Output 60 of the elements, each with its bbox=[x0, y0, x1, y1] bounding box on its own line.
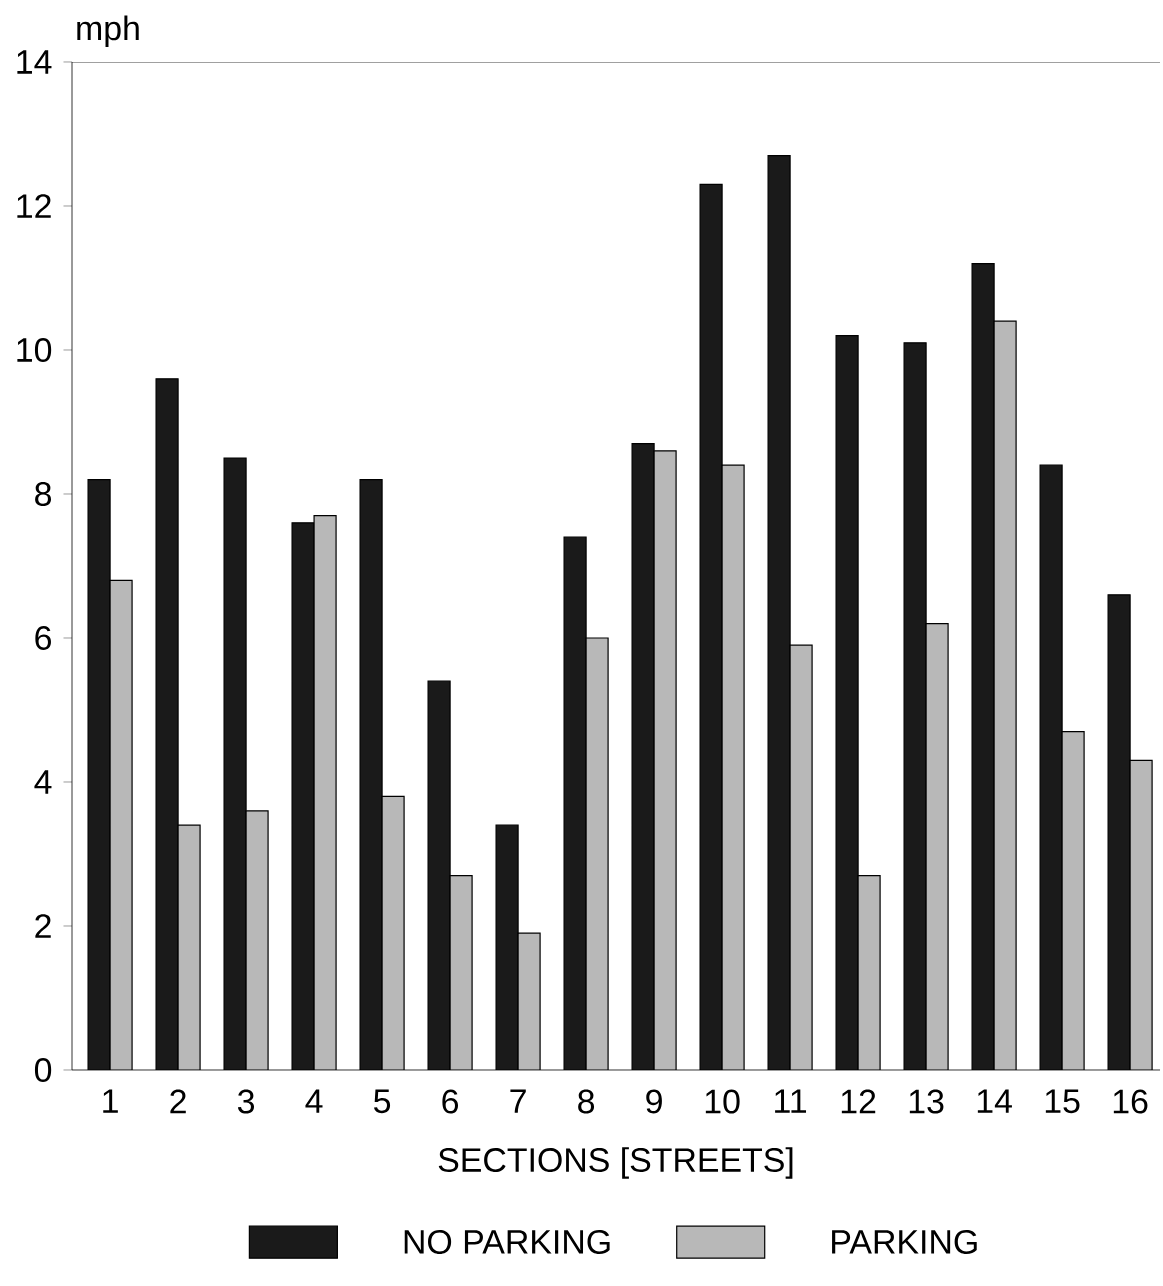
bar bbox=[904, 342, 927, 1070]
bar bbox=[564, 537, 587, 1070]
x-tick-label: 6 bbox=[442, 1089, 459, 1114]
y-tick-label: 0 bbox=[34, 1058, 52, 1082]
legend-label: PARKING bbox=[832, 1229, 977, 1254]
bar bbox=[1040, 465, 1063, 1070]
y-tick-label: 14 bbox=[17, 50, 52, 74]
x-tick-label: 2 bbox=[170, 1089, 186, 1114]
legend-label: NO PARKING bbox=[404, 1229, 610, 1254]
x-tick-label: 11 bbox=[775, 1089, 807, 1113]
x-tick-label: 10 bbox=[705, 1089, 740, 1114]
y-tick-label: 2 bbox=[35, 914, 51, 938]
bar bbox=[1062, 731, 1085, 1070]
x-tick-label: 16 bbox=[1113, 1089, 1148, 1114]
x-tick-label: 3 bbox=[237, 1089, 254, 1114]
y-tick-label: 12 bbox=[17, 194, 51, 218]
y-tick-label: 10 bbox=[17, 337, 52, 362]
bar bbox=[858, 875, 881, 1070]
bar bbox=[972, 263, 995, 1070]
bar bbox=[360, 479, 383, 1070]
bar bbox=[246, 810, 269, 1070]
bar bbox=[156, 378, 179, 1070]
bar bbox=[518, 933, 541, 1070]
x-tick-label: 14 bbox=[977, 1089, 1012, 1113]
y-axis-title: mph bbox=[77, 15, 139, 47]
bar bbox=[1107, 594, 1131, 1070]
y-tick-label: 8 bbox=[35, 481, 52, 506]
bar bbox=[496, 825, 519, 1070]
bar bbox=[110, 580, 133, 1070]
bar bbox=[790, 645, 813, 1070]
bar bbox=[722, 465, 745, 1070]
x-tick-label: 1 bbox=[103, 1089, 118, 1113]
y-tick-label: 6 bbox=[35, 625, 51, 650]
bar bbox=[926, 623, 949, 1070]
bar bbox=[428, 681, 451, 1070]
bar bbox=[224, 457, 247, 1070]
bar bbox=[700, 184, 723, 1070]
bar bbox=[632, 443, 655, 1070]
bar bbox=[994, 321, 1017, 1070]
x-tick-label: 13 bbox=[909, 1089, 944, 1114]
bar bbox=[768, 155, 791, 1070]
x-tick-label: 9 bbox=[646, 1089, 662, 1114]
bar bbox=[178, 825, 201, 1070]
x-tick-label: 4 bbox=[305, 1089, 323, 1113]
x-axis-title: SECTIONS [STREETS] bbox=[438, 1147, 793, 1179]
bar bbox=[292, 522, 315, 1070]
x-tick-label: 15 bbox=[1045, 1089, 1080, 1114]
bar bbox=[586, 637, 609, 1070]
x-tick-label: 8 bbox=[578, 1089, 595, 1114]
bar bbox=[314, 515, 337, 1070]
x-tick-label: 7 bbox=[510, 1089, 526, 1113]
bar bbox=[1129, 759, 1153, 1070]
bar bbox=[654, 450, 677, 1070]
bar bbox=[382, 796, 405, 1070]
x-tick-label: 12 bbox=[841, 1089, 876, 1114]
bar bbox=[836, 335, 859, 1070]
bar bbox=[450, 875, 473, 1070]
y-tick-label: 4 bbox=[34, 770, 52, 794]
bar bbox=[88, 479, 111, 1070]
x-tick-label: 5 bbox=[374, 1089, 391, 1114]
